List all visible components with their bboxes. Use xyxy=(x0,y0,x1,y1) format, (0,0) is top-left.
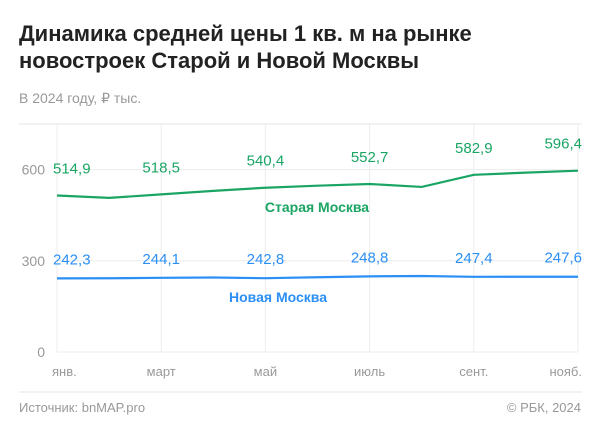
x-tick-label: сент. xyxy=(459,364,488,379)
series-line-old-moscow xyxy=(56,169,579,199)
chart-subtitle: В 2024 году, ₽ тыс. xyxy=(19,90,142,106)
data-label: 514,9 xyxy=(53,160,91,177)
y-tick-label: 600 xyxy=(22,162,46,178)
x-tick-label: июль xyxy=(354,364,385,379)
data-label: 518,5 xyxy=(142,159,180,176)
data-label: 244,1 xyxy=(142,251,180,268)
data-label: 242,8 xyxy=(247,251,285,268)
x-tick-label: март xyxy=(147,364,176,379)
y-tick-label: 0 xyxy=(37,344,45,360)
x-tick-label: май xyxy=(254,364,277,379)
data-label: 596,4 xyxy=(544,136,582,153)
series-label: Старая Москва xyxy=(265,199,369,215)
chart-title: Динамика средней цены 1 кв. м на рынке н… xyxy=(19,20,589,74)
data-label: 540,4 xyxy=(247,153,285,170)
x-tick-label: нояб. xyxy=(549,364,582,379)
series-label: Новая Москва xyxy=(229,289,327,305)
copyright: © РБК, 2024 xyxy=(506,400,581,415)
title-line-1: Динамика средней цены 1 кв. м на рынке xyxy=(19,21,472,46)
y-tick-label: 300 xyxy=(22,253,46,269)
data-label: 248,8 xyxy=(351,249,389,266)
x-tick-label: янв. xyxy=(52,364,77,379)
data-label: 247,4 xyxy=(455,250,493,267)
data-label: 242,3 xyxy=(53,251,91,268)
data-label: 552,7 xyxy=(351,149,389,166)
source-note: Источник: bnMAP.pro xyxy=(19,400,146,415)
data-label: 247,6 xyxy=(544,250,582,267)
data-label: 582,9 xyxy=(455,140,493,157)
title-line-2: новостроек Старой и Новой Москвы xyxy=(19,48,420,73)
